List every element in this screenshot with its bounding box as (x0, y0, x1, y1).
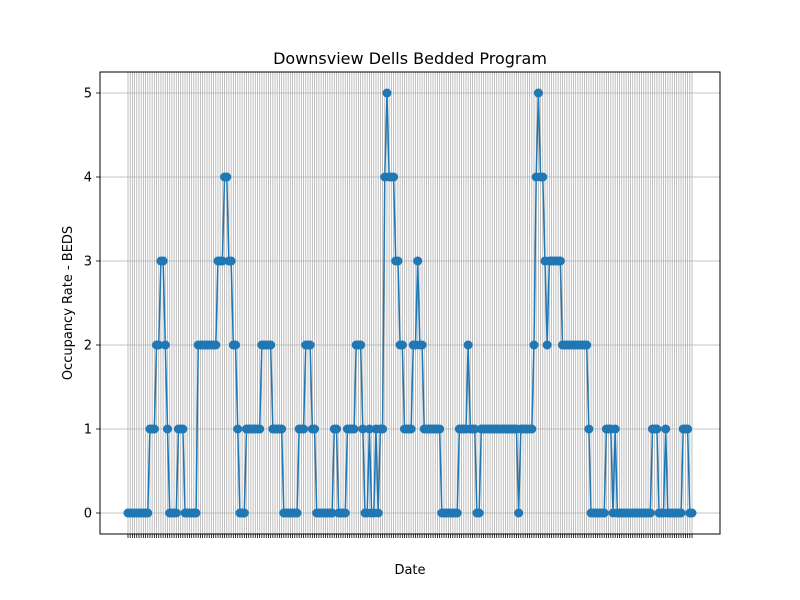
data-point (533, 88, 543, 98)
data-point (171, 508, 181, 518)
data-point (645, 508, 655, 518)
x-grid (127, 72, 693, 534)
data-point (463, 340, 473, 350)
data-point (239, 508, 249, 518)
data-point (231, 340, 241, 350)
chart-title: Downsview Dells Bedded Program (273, 49, 547, 68)
y-ticks: 0 1 2 3 4 5 (84, 87, 100, 522)
data-point (676, 508, 686, 518)
data-point (191, 508, 201, 518)
data-point (158, 256, 168, 266)
data-point (373, 508, 383, 518)
data-point (687, 508, 697, 518)
y-tick-label: 2 (84, 339, 92, 354)
data-point (143, 508, 153, 518)
data-point (584, 424, 594, 434)
data-point (382, 88, 392, 98)
data-point (358, 424, 368, 434)
data-point (349, 424, 359, 434)
data-point (266, 340, 276, 350)
y-tick-label: 0 (84, 507, 92, 522)
data-point (378, 424, 388, 434)
data-point (340, 508, 350, 518)
y-axis-label: Occupancy Rate - BEDS (61, 226, 76, 380)
data-point (310, 424, 320, 434)
data-point (514, 508, 524, 518)
data-point (160, 340, 170, 350)
data-point (233, 424, 243, 434)
data-point (299, 424, 309, 434)
data-point (277, 424, 287, 434)
data-point (683, 424, 693, 434)
data-point (217, 256, 227, 266)
data-point (222, 172, 232, 182)
data-point (305, 340, 315, 350)
data-point (538, 172, 548, 182)
data-point (163, 424, 172, 434)
data-point (610, 424, 620, 434)
data-point (393, 256, 403, 266)
y-tick-label: 4 (84, 171, 92, 186)
y-tick-label: 1 (84, 423, 92, 438)
data-point (331, 424, 341, 434)
data-point (406, 424, 416, 434)
y-tick-label: 3 (84, 255, 92, 270)
data-point (356, 340, 366, 350)
data-point (389, 172, 399, 182)
y-tick-label: 5 (84, 87, 92, 102)
data-point (452, 508, 462, 518)
data-point (435, 424, 445, 434)
plot-frame (99, 71, 721, 535)
data-point (397, 340, 407, 350)
data-point (555, 256, 565, 266)
data-point (527, 424, 537, 434)
data-point (255, 424, 265, 434)
data-point (364, 424, 374, 434)
data-point (413, 256, 423, 266)
data-point (327, 508, 337, 518)
data-point (178, 424, 188, 434)
data-point (599, 508, 609, 518)
data-point (542, 340, 552, 350)
data-point (474, 508, 484, 518)
data-point (154, 340, 164, 350)
data-point (661, 424, 671, 434)
data-point (149, 424, 159, 434)
data-point (292, 508, 302, 518)
data-point (417, 340, 427, 350)
data-point (582, 340, 592, 350)
data-point (470, 424, 480, 434)
x-ticks (127, 534, 693, 538)
x-axis-label: Date (394, 563, 425, 578)
data-points (123, 88, 697, 518)
data-point (529, 340, 539, 350)
data-point (652, 424, 662, 434)
data-point (211, 340, 221, 350)
data-point (226, 256, 236, 266)
